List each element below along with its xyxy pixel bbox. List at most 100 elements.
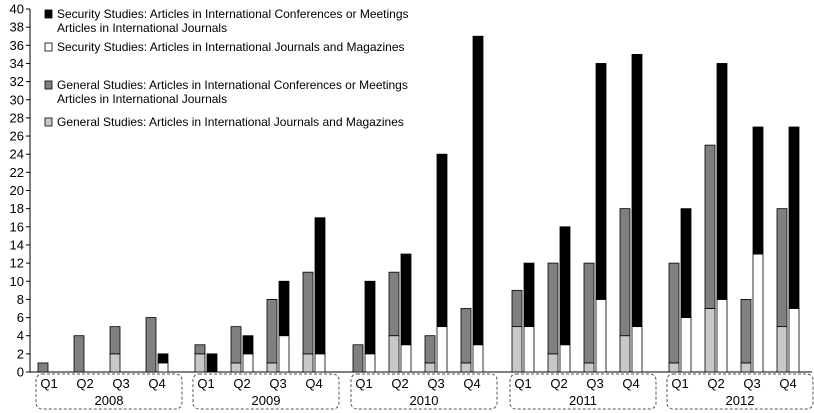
quarter-label: Q3: [743, 376, 760, 391]
bar-segment-general-conferences: [352, 344, 364, 373]
quarter-label: Q3: [112, 376, 129, 391]
quarter-label: Q2: [391, 376, 408, 391]
legend-swatch: [44, 80, 53, 90]
bar-segment-general-conferences: [424, 335, 436, 364]
quarter-label: Q4: [148, 376, 165, 391]
bar-segment-security-journals_magazines: [595, 298, 607, 373]
bar-segment-general-conferences: [740, 298, 752, 364]
bar-segment-general-journals_magazines: [619, 335, 631, 373]
bar-segment-general-conferences: [388, 271, 400, 337]
quarter-label: Q1: [355, 376, 372, 391]
year-label: 2009: [252, 393, 281, 408]
y-tick-label: 12: [10, 256, 24, 271]
legend-swatch: [44, 9, 53, 19]
bar-segment-security-conferences: [680, 208, 692, 318]
bar-segment-general-conferences: [266, 298, 278, 364]
bar-segment-general-conferences: [73, 335, 85, 373]
year-group-box: [666, 373, 814, 410]
year-label: 2008: [95, 393, 124, 408]
bar-segment-security-conferences: [436, 153, 448, 328]
bar-segment-security-conferences: [472, 35, 484, 346]
legend-label: Articles in International Journals: [57, 92, 227, 106]
legend: Security Studies: Articles in Internatio…: [44, 7, 409, 129]
bar-segment-general-conferences: [194, 344, 206, 355]
bar-segment-general-conferences: [145, 317, 157, 373]
quarter-label: Q1: [514, 376, 531, 391]
bar-segment-general-journals_magazines: [740, 362, 752, 373]
y-tick-label: 10: [10, 274, 24, 289]
y-tick-label: 16: [10, 219, 24, 234]
bar-segment-security-conferences: [716, 63, 728, 300]
year-label: 2010: [410, 393, 439, 408]
bar-segment-general-journals_magazines: [511, 326, 523, 373]
bar-segment-security-journals_magazines: [752, 253, 764, 373]
bar-segment-security-conferences: [157, 353, 169, 364]
bar-segment-security-conferences: [206, 353, 218, 373]
bar-segment-security-journals_magazines: [680, 317, 692, 373]
y-tick-label: 40: [10, 2, 24, 17]
legend-label: Articles in International Journals: [57, 21, 227, 35]
quarter-label: Q1: [197, 376, 214, 391]
legend-label: General Studies: Articles in Internation…: [57, 115, 404, 129]
bar-segment-general-journals_magazines: [109, 353, 121, 373]
bar-segment-security-conferences: [752, 126, 764, 255]
bar-segment-general-journals_magazines: [460, 362, 472, 373]
bar-segment-security-conferences: [314, 217, 326, 355]
bar-segment-security-conferences: [400, 253, 412, 346]
quarter-label: Q1: [671, 376, 688, 391]
bar-segment-general-conferences: [109, 326, 121, 355]
bar-segment-general-conferences: [704, 144, 716, 309]
bar-segment-security-journals_magazines: [157, 362, 169, 373]
y-tick-label: 24: [10, 147, 24, 162]
quarter-label: Q2: [707, 376, 724, 391]
bar-segment-security-conferences: [523, 262, 535, 328]
bar-segment-security-journals_magazines: [436, 326, 448, 373]
bar-segment-security-journals_magazines: [523, 326, 535, 373]
bar-segment-general-journals_magazines: [194, 353, 206, 373]
bar-segment-security-journals_magazines: [788, 308, 800, 373]
quarter-label: Q4: [463, 376, 480, 391]
quarter-label: Q4: [622, 376, 639, 391]
bar-segment-general-conferences: [302, 271, 314, 355]
bar-segment-security-conferences: [788, 126, 800, 309]
bar-segment-general-journals_magazines: [704, 308, 716, 373]
y-tick-label: 14: [10, 237, 24, 252]
y-tick-label: 36: [10, 38, 24, 53]
x-labels: Q1 Q2 Q3 Q4 2008 Q1 Q2 Q3 Q4 2009 Q1 Q2 Q3 Q4 2010 Q1 Q2…: [35, 373, 814, 410]
bar-segment-general-journals_magazines: [424, 362, 436, 373]
year-group-box: [350, 373, 498, 410]
bar-segment-general-conferences: [619, 208, 631, 337]
bar-segment-security-conferences: [242, 335, 254, 355]
y-tick-label: 34: [10, 56, 24, 71]
quarter-label: Q2: [76, 376, 93, 391]
legend-label: Security Studies: Articles in Internatio…: [57, 7, 409, 21]
bars: [37, 35, 800, 373]
legend-swatch: [44, 117, 53, 127]
year-group-box: [35, 373, 183, 410]
y-tick-label: 20: [10, 183, 24, 198]
bar-segment-security-journals_magazines: [314, 353, 326, 373]
y-tick-label: 28: [10, 110, 24, 125]
bar-segment-general-conferences: [668, 262, 680, 364]
bar-segment-general-conferences: [776, 208, 788, 328]
bar-segment-security-conferences: [595, 63, 607, 300]
quarter-label: Q2: [233, 376, 250, 391]
y-tick-label: 8: [17, 292, 24, 307]
bar-segment-general-journals_magazines: [547, 353, 559, 373]
y-tick-label: 22: [10, 165, 24, 180]
bar-segment-general-conferences: [547, 262, 559, 355]
bar-segment-general-conferences: [37, 362, 49, 373]
bar-segment-general-journals_magazines: [266, 362, 278, 373]
quarter-label: Q3: [427, 376, 444, 391]
year-label: 2011: [569, 393, 597, 408]
bar-segment-general-conferences: [460, 308, 472, 364]
bar-segment-general-conferences: [230, 326, 242, 364]
quarter-label: Q2: [550, 376, 567, 391]
year-group-box: [192, 373, 340, 410]
bar-segment-security-conferences: [631, 53, 643, 328]
y-tick-label: 18: [10, 201, 24, 216]
y-tick-label: 4: [17, 328, 24, 343]
bar-segment-security-conferences: [278, 280, 290, 337]
